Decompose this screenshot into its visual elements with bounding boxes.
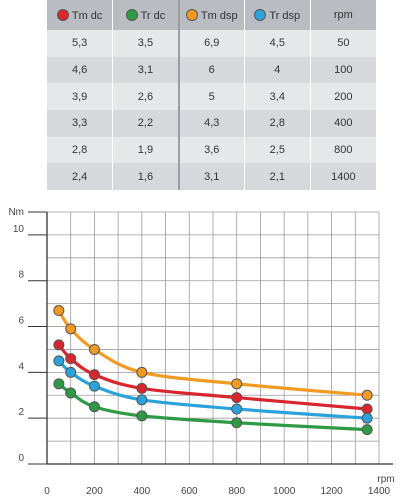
data-point-tm-dsp [88, 343, 100, 355]
table-cell: 200 [310, 83, 376, 110]
table-header-label: Tr dc [140, 9, 166, 22]
table-cell: 3,9 [47, 83, 114, 110]
data-point-tr-dsp [231, 403, 243, 415]
table-cell: 5 [177, 83, 245, 110]
table-cell: 4 [244, 56, 311, 84]
table-row: 3,3 2,2 4,3 2,8 400 [47, 109, 376, 137]
y-tick-label: 2 [18, 407, 24, 418]
table-header-label: Tm dc [71, 9, 103, 22]
data-point-tr-dc [361, 424, 373, 436]
legend-dot-icon [56, 8, 69, 21]
table-cell: 3,4 [244, 83, 311, 110]
x-tick-label: 1200 [320, 486, 343, 497]
data-point-tm-dc [53, 339, 65, 351]
table-cell: 2,5 [244, 136, 311, 164]
table-row: 2,4 1,6 3,1 2,1 1400 [47, 163, 376, 190]
table-cell: 5,3 [47, 30, 114, 57]
table-header-2: Tm dsp [177, 0, 245, 30]
data-point-tm-dc [231, 392, 243, 404]
table-cell: 2,6 [112, 83, 180, 110]
data-point-tm-dsp [361, 389, 373, 401]
table-header-4: rpm [310, 0, 376, 30]
data-point-tm-dc [88, 369, 100, 381]
y-tick-label: 10 [13, 224, 25, 235]
y-tick-label: 4 [18, 361, 24, 372]
table-cell: 2,1 [244, 163, 311, 190]
data-point-tm-dsp [231, 378, 243, 390]
data-point-tr-dsp [136, 394, 148, 406]
table-cell: 3,1 [177, 163, 245, 190]
table-cell: 100 [310, 56, 376, 84]
data-point-tm-dsp [53, 305, 65, 317]
data-table: Tm dc Tr dc Tm dsp Tr dsp rpm 5,3 3,5 6,9 4,5 50… [47, 0, 376, 190]
table-cell: 800 [310, 136, 376, 164]
table-cell: 6 [177, 56, 245, 84]
table-header-0: Tm dc [47, 0, 114, 30]
x-tick-label: 800 [228, 486, 245, 497]
data-point-tr-dc [136, 410, 148, 422]
table-header-3: Tr dsp [244, 0, 311, 30]
table-cell: 50 [310, 30, 376, 57]
data-point-tr-dsp [65, 366, 77, 378]
data-point-tm-dsp [136, 366, 148, 378]
data-point-tm-dsp [65, 323, 77, 335]
y-tick-label: 6 [18, 316, 24, 327]
legend-dot-icon [254, 8, 267, 21]
legend-dot-icon [185, 8, 198, 21]
legend-dot-icon [125, 8, 138, 21]
table-cell: 3,3 [47, 109, 114, 137]
table-header-row: Tm dc Tr dc Tm dsp Tr dsp rpm [47, 0, 376, 30]
x-tick-label: 200 [86, 486, 103, 497]
data-point-tm-dc [361, 403, 373, 415]
table-header-label: Tm dsp [200, 9, 238, 22]
x-axis-label: rpm [377, 474, 394, 485]
x-tick-label: 1000 [273, 486, 296, 497]
data-point-tm-dc [65, 353, 77, 365]
table-cell: 1400 [310, 163, 376, 190]
data-point-tm-dc [136, 382, 148, 394]
data-point-tr-dsp [88, 380, 100, 392]
table-cell: 2,4 [47, 163, 114, 190]
y-axis-label: Nm [8, 207, 24, 218]
table-body: 5,3 3,5 6,9 4,5 50 4,6 3,1 6 4 100 3,9 2,6 5 3,4 200 3,… [47, 30, 376, 190]
table-cell: 3,5 [112, 30, 180, 57]
table-row: 3,9 2,6 5 3,4 200 [47, 83, 376, 110]
table-header-1: Tr dc [112, 0, 180, 30]
table-row: 2,8 1,9 3,6 2,5 800 [47, 136, 376, 164]
table-cell: 3,6 [177, 136, 245, 164]
table-header-label: Tr dsp [269, 9, 301, 22]
table-cell: 4,5 [244, 30, 311, 57]
data-point-tr-dc [65, 387, 77, 399]
table-cell: 1,9 [112, 136, 180, 164]
table-cell: 4,6 [47, 56, 114, 84]
table-cell: 2,2 [112, 109, 180, 137]
data-point-tr-dc [231, 417, 243, 429]
x-tick-label: 400 [134, 486, 151, 497]
table-row: 4,6 3,1 6 4 100 [47, 56, 376, 84]
chart-series [53, 305, 373, 436]
table-cell: 6,9 [177, 30, 245, 57]
data-point-tr-dsp [361, 412, 373, 424]
data-point-tr-dsp [53, 355, 65, 367]
x-tick-label: 0 [44, 486, 50, 497]
table-row: 5,3 3,5 6,9 4,5 50 [47, 30, 376, 57]
x-tick-label: 1400 [368, 486, 391, 497]
data-point-tr-dc [53, 378, 65, 390]
table-cell: 2,8 [244, 109, 311, 137]
y-tick-label: 8 [18, 270, 24, 281]
table-cell: 2,8 [47, 136, 114, 164]
table-cell: 3,1 [112, 56, 180, 84]
table-cell: 4,3 [177, 109, 245, 137]
x-tick-label: 600 [181, 486, 198, 497]
table-header-label: rpm [333, 9, 353, 21]
table-cell: 1,6 [112, 163, 180, 190]
y-tick-label: 0 [18, 453, 24, 464]
data-point-tr-dc [88, 401, 100, 413]
table-cell: 400 [310, 109, 376, 137]
